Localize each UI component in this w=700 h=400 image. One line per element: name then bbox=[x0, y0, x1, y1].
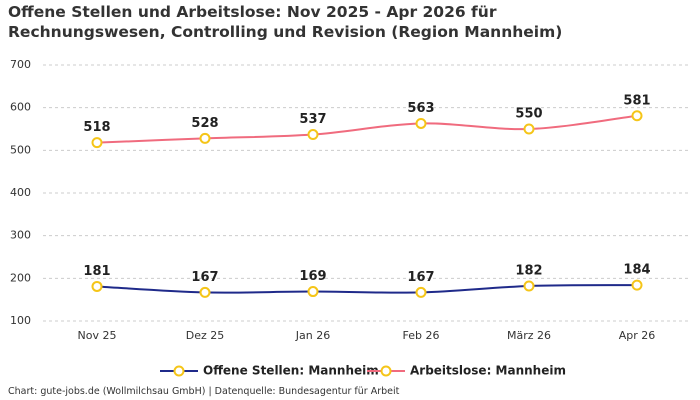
y-tick-label: 400 bbox=[10, 186, 31, 199]
y-tick-label: 600 bbox=[10, 101, 31, 114]
source: Chart: gute-jobs.de (Wollmilchsau GmbH) … bbox=[8, 386, 400, 397]
point bbox=[199, 286, 211, 298]
value-label: 167 bbox=[407, 270, 434, 285]
point bbox=[631, 110, 643, 122]
point bbox=[307, 129, 319, 141]
point bbox=[523, 280, 535, 292]
legend-marker bbox=[380, 365, 392, 377]
series-line bbox=[96, 284, 638, 294]
y-tick-label: 200 bbox=[10, 271, 31, 284]
y-tick-label: 700 bbox=[10, 58, 31, 71]
value-label: 537 bbox=[299, 112, 326, 127]
legend-label: Arbeitslose: Mannheim bbox=[410, 364, 566, 378]
y-tick-label: 100 bbox=[10, 314, 31, 327]
value-label: 528 bbox=[191, 116, 218, 131]
point bbox=[199, 132, 211, 144]
y-tick-label: 500 bbox=[10, 143, 31, 156]
y-tick-label: 300 bbox=[10, 229, 31, 242]
x-tick-label: Dez 25 bbox=[186, 329, 225, 342]
x-tick-label: März 26 bbox=[507, 329, 551, 342]
series-line bbox=[96, 114, 638, 144]
point bbox=[91, 280, 103, 292]
legend-label: Offene Stellen: Mannheim bbox=[203, 364, 379, 378]
x-tick-label: Nov 25 bbox=[78, 329, 117, 342]
value-label: 581 bbox=[623, 93, 650, 108]
value-label: 518 bbox=[83, 120, 110, 135]
value-label: 563 bbox=[407, 101, 434, 116]
point bbox=[631, 279, 643, 291]
point bbox=[523, 123, 535, 135]
value-label: 167 bbox=[191, 270, 218, 285]
x-tick-label: Jan 26 bbox=[295, 329, 330, 342]
value-label: 169 bbox=[299, 269, 326, 284]
point bbox=[307, 286, 319, 298]
value-label: 184 bbox=[623, 263, 650, 278]
legend-marker bbox=[173, 365, 185, 377]
value-label: 182 bbox=[515, 264, 542, 279]
point bbox=[415, 286, 427, 298]
x-tick-label: Feb 26 bbox=[403, 329, 440, 342]
x-tick-label: Apr 26 bbox=[619, 329, 656, 342]
value-label: 181 bbox=[83, 264, 110, 279]
value-label: 550 bbox=[515, 107, 542, 122]
chart-title: Offene Stellen und Arbeitslose: Nov 2025… bbox=[8, 3, 563, 41]
point bbox=[415, 117, 427, 129]
point bbox=[91, 137, 103, 149]
